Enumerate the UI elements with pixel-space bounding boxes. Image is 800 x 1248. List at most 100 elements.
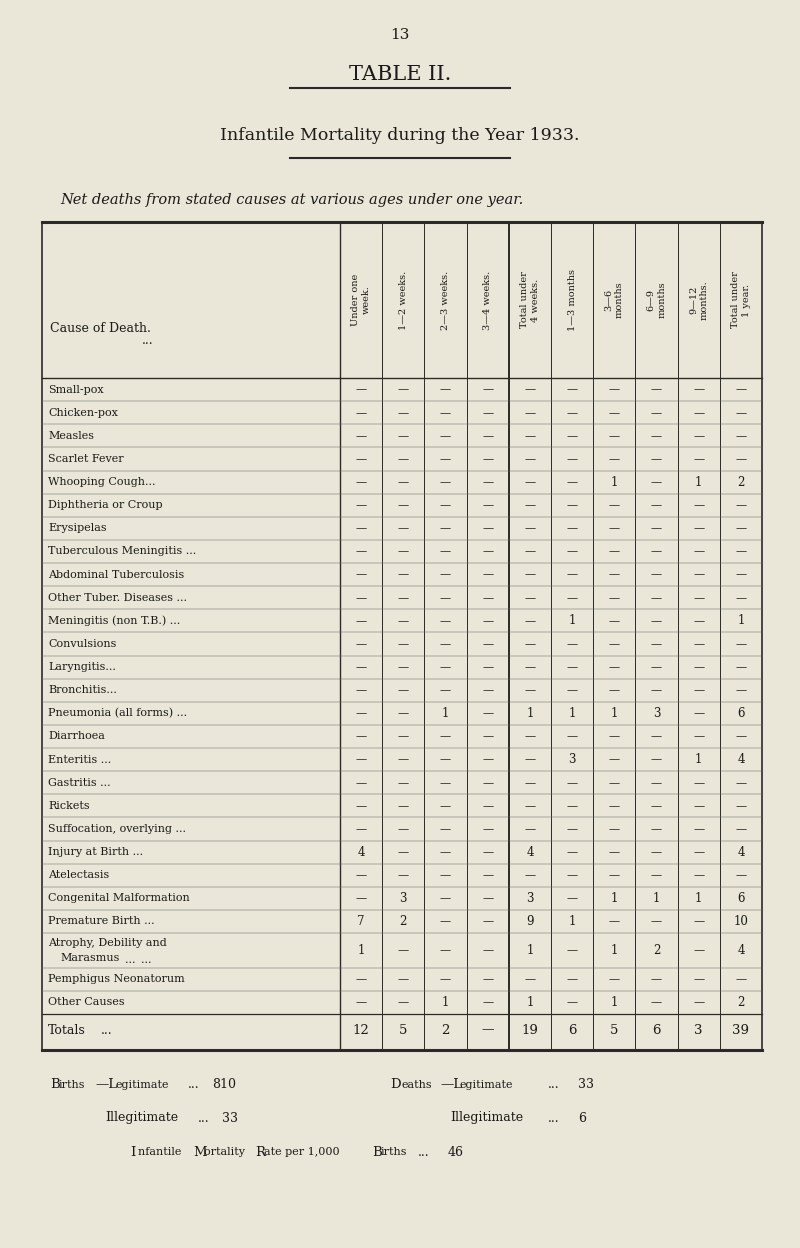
Text: —: — <box>440 685 451 695</box>
Text: —: — <box>524 801 535 811</box>
Text: —: — <box>609 384 620 394</box>
Text: —: — <box>566 454 578 464</box>
Text: 1: 1 <box>695 892 702 905</box>
Text: —: — <box>524 523 535 533</box>
Text: eaths: eaths <box>401 1080 432 1090</box>
Text: —: — <box>398 663 409 673</box>
Text: —: — <box>440 847 451 857</box>
Text: —: — <box>609 639 620 649</box>
Text: Diphtheria or Croup: Diphtheria or Croup <box>48 500 162 510</box>
Text: —: — <box>440 408 451 418</box>
Text: —: — <box>355 778 366 787</box>
Text: Whooping Cough...: Whooping Cough... <box>48 477 155 487</box>
Text: 1: 1 <box>695 753 702 766</box>
Text: —: — <box>524 755 535 765</box>
Text: —: — <box>440 975 451 985</box>
Text: Under one
week.: Under one week. <box>351 273 371 326</box>
Text: 1: 1 <box>569 706 576 720</box>
Text: —: — <box>693 593 704 603</box>
Text: Other Causes: Other Causes <box>48 997 125 1007</box>
Text: —: — <box>398 547 409 557</box>
Text: —: — <box>440 547 451 557</box>
Text: I: I <box>130 1146 135 1158</box>
Text: 2: 2 <box>653 943 660 957</box>
Text: —: — <box>609 685 620 695</box>
Text: Small-pox: Small-pox <box>48 384 104 394</box>
Text: —: — <box>440 778 451 787</box>
Text: —: — <box>398 946 409 956</box>
Text: 6: 6 <box>652 1023 661 1037</box>
Text: 4: 4 <box>526 846 534 859</box>
Text: 39: 39 <box>733 1023 750 1037</box>
Text: 2—3 weeks.: 2—3 weeks. <box>441 271 450 329</box>
Text: —: — <box>398 847 409 857</box>
Text: —: — <box>693 431 704 441</box>
Text: —: — <box>355 870 366 880</box>
Text: —: — <box>735 801 746 811</box>
Text: —: — <box>609 547 620 557</box>
Text: 5: 5 <box>610 1023 618 1037</box>
Text: —: — <box>482 916 494 926</box>
Text: —: — <box>524 431 535 441</box>
Text: —: — <box>524 639 535 649</box>
Text: M: M <box>193 1146 206 1158</box>
Text: —: — <box>398 384 409 394</box>
Text: —: — <box>440 870 451 880</box>
Text: —: — <box>735 975 746 985</box>
Text: Diarrhoea: Diarrhoea <box>48 731 105 741</box>
Text: —: — <box>440 569 451 579</box>
Text: —: — <box>735 778 746 787</box>
Text: —: — <box>609 870 620 880</box>
Text: —: — <box>651 547 662 557</box>
Text: —: — <box>440 431 451 441</box>
Text: 19: 19 <box>522 1023 538 1037</box>
Text: —: — <box>566 801 578 811</box>
Text: —: — <box>651 523 662 533</box>
Text: —: — <box>440 639 451 649</box>
Text: 4: 4 <box>737 943 745 957</box>
Text: 5: 5 <box>399 1023 407 1037</box>
Text: Enteritis ...: Enteritis ... <box>48 755 111 765</box>
Text: —: — <box>566 477 578 487</box>
Text: 12: 12 <box>353 1023 370 1037</box>
Text: Rickets: Rickets <box>48 801 90 811</box>
Text: 3: 3 <box>568 753 576 766</box>
Text: —: — <box>398 454 409 464</box>
Text: —: — <box>566 500 578 510</box>
Text: Illegitimate: Illegitimate <box>105 1112 178 1124</box>
Text: —: — <box>651 408 662 418</box>
Text: —: — <box>693 454 704 464</box>
Text: —: — <box>566 946 578 956</box>
Text: 6: 6 <box>737 892 745 905</box>
Text: Measles: Measles <box>48 431 94 441</box>
Text: —: — <box>440 824 451 834</box>
Text: —: — <box>735 870 746 880</box>
Text: Premature Birth ...: Premature Birth ... <box>48 916 154 926</box>
Text: —: — <box>482 946 494 956</box>
Text: ate per 1,000: ate per 1,000 <box>264 1147 343 1157</box>
Text: —: — <box>693 615 704 625</box>
Text: ...: ... <box>125 955 135 965</box>
Text: —: — <box>482 997 494 1007</box>
Text: TABLE II.: TABLE II. <box>349 65 451 84</box>
Text: Convulsions: Convulsions <box>48 639 116 649</box>
Text: D: D <box>390 1078 401 1092</box>
Text: —: — <box>735 384 746 394</box>
Text: 1: 1 <box>610 943 618 957</box>
Text: —: — <box>693 500 704 510</box>
Text: —: — <box>524 500 535 510</box>
Text: —: — <box>355 894 366 904</box>
Text: —: — <box>398 997 409 1007</box>
Text: ...: ... <box>548 1112 560 1124</box>
Text: —: — <box>566 778 578 787</box>
Text: —: — <box>524 731 535 741</box>
Text: —: — <box>355 824 366 834</box>
Text: —: — <box>355 663 366 673</box>
Text: 9—12
months.: 9—12 months. <box>689 280 709 319</box>
Text: —: — <box>693 801 704 811</box>
Text: 4: 4 <box>737 846 745 859</box>
Text: Marasmus: Marasmus <box>60 953 119 963</box>
Text: —L: —L <box>95 1078 117 1092</box>
Text: 2: 2 <box>738 996 745 1008</box>
Text: 3—4 weeks.: 3—4 weeks. <box>483 271 492 329</box>
